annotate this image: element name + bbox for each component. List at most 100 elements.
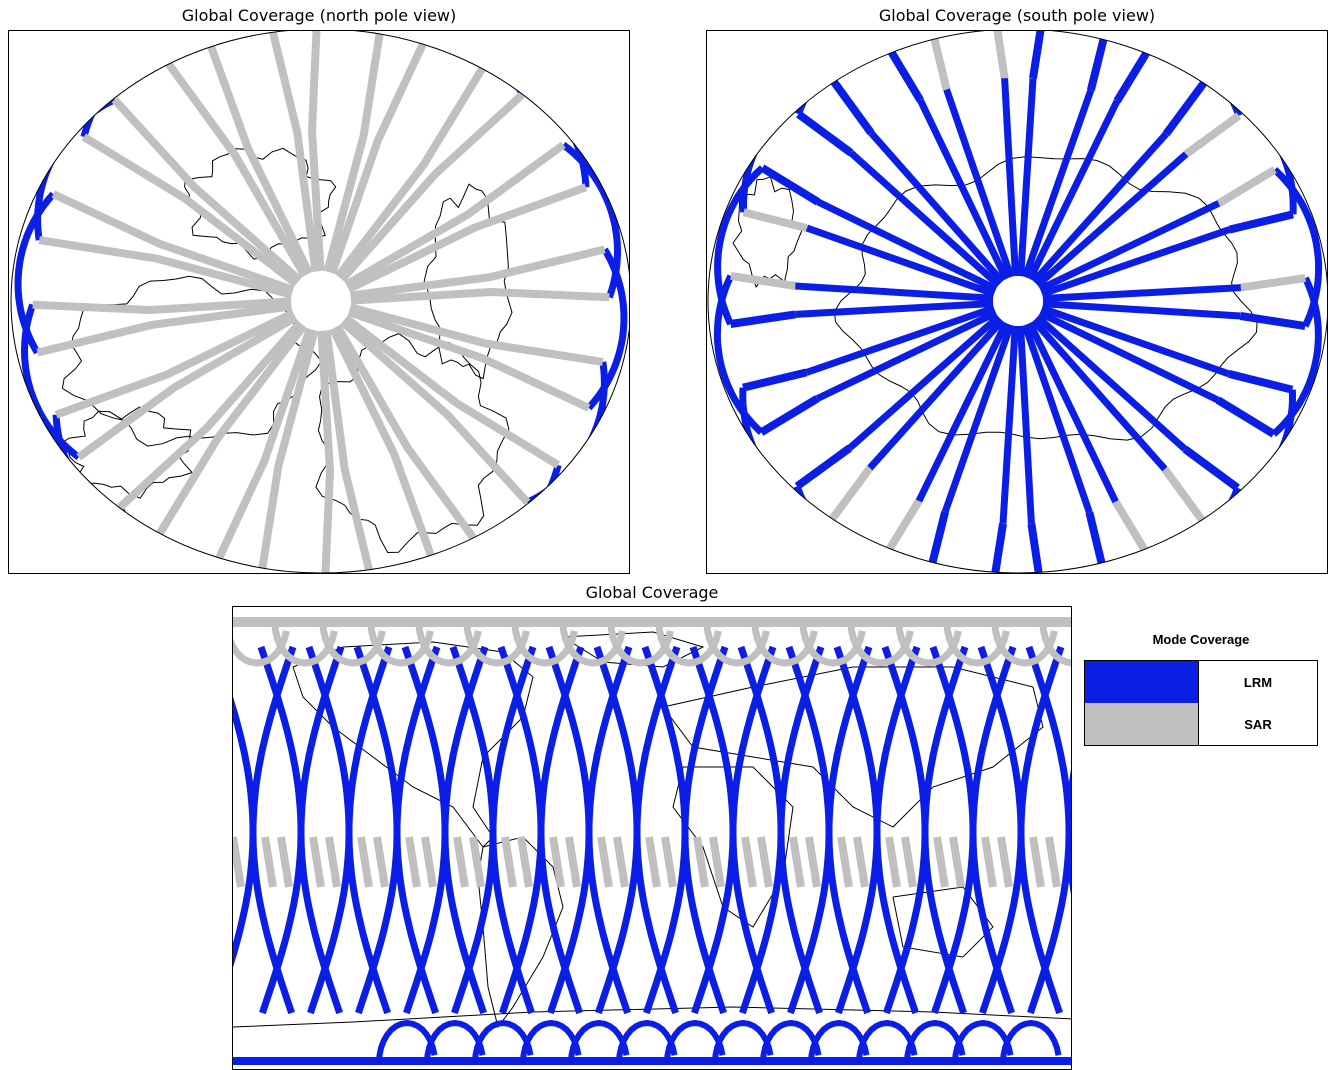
global-coast-antarctica <box>233 1006 1071 1028</box>
global-track-lrm <box>545 645 593 1015</box>
south-orbit-spoke <box>795 282 994 302</box>
legend-item-lrm: LRM <box>1085 661 1317 703</box>
north-orbit-sar <box>256 329 319 573</box>
global-track-sar <box>597 836 613 888</box>
south-orbit-leg <box>730 310 796 328</box>
global-track-sar <box>1029 836 1045 888</box>
sar-label: SAR <box>1244 716 1272 732</box>
global-track-lrm <box>729 645 777 1015</box>
south-orbit-leg <box>927 31 951 91</box>
global-track-lrm <box>585 645 633 1015</box>
global-track-sar <box>741 836 757 888</box>
south-orbit-leg <box>1228 370 1294 394</box>
north-orbit-sar <box>346 183 588 293</box>
south-orbit-arc <box>991 555 1152 573</box>
global-coast-namerica <box>292 641 534 848</box>
north-orbit-arc <box>561 142 621 299</box>
north-orbit-arc <box>267 31 431 36</box>
global-track-sar <box>309 836 325 888</box>
global-track-sar <box>885 836 901 888</box>
south-orbit-arc <box>882 554 1043 573</box>
mode-coverage-legend: Mode Coverage LRM SAR <box>1084 620 1318 746</box>
global-track-lrm <box>297 645 345 1015</box>
global-track-sar <box>565 836 581 888</box>
north-pole-map <box>8 30 630 574</box>
south-orbit-leg <box>794 444 853 490</box>
south-orbit-spoke <box>1021 88 1095 279</box>
north-orbit-sar <box>349 245 606 300</box>
global-track-lrm <box>537 645 585 1015</box>
south-map-content <box>713 31 1323 573</box>
south-orbit-leg <box>1112 499 1153 560</box>
south-orbit-spoke <box>848 150 1001 288</box>
north-orbit-sar <box>203 34 313 276</box>
global-track-sar <box>949 836 965 888</box>
global-track-lrm <box>345 645 393 1015</box>
global-track-sar <box>325 836 341 888</box>
global-track-sar <box>453 836 469 888</box>
north-orbit-sar <box>36 302 293 357</box>
north-orbit-arc <box>162 31 319 61</box>
global-arch-lrm <box>1000 1020 1062 1064</box>
global-arch-lrm <box>712 1020 774 1064</box>
lrm-swatch <box>1085 661 1199 703</box>
north-orbit-sar <box>323 31 386 273</box>
global-track-lrm <box>737 645 785 1015</box>
north-pole-map-canvas <box>10 31 629 573</box>
north-orbit-sar <box>117 319 304 511</box>
north-map-boundary <box>10 31 629 573</box>
north-orbit-sar <box>265 31 320 273</box>
south-orbit-leg <box>1182 445 1240 492</box>
south-orbit-leg <box>1113 43 1155 104</box>
north-orbit-arc <box>21 303 81 460</box>
global-track-lrm <box>689 645 737 1015</box>
global-track-sar <box>261 836 277 888</box>
global-track-sar <box>469 836 485 888</box>
global-track-lrm <box>681 645 729 1015</box>
global-track-lrm <box>249 645 297 1015</box>
south-orbit-spoke <box>1042 284 1241 302</box>
south-orbit-spoke <box>815 309 998 402</box>
global-track-sar <box>517 836 533 888</box>
global-track-sar <box>757 836 773 888</box>
north-orbit-sar <box>308 31 325 272</box>
global-coast-australia <box>892 886 994 958</box>
global-coast-eurasia <box>662 666 1044 828</box>
south-orbit-arc <box>714 165 765 326</box>
global-track-lrm <box>393 645 441 1015</box>
north-orbit-sar <box>38 236 293 299</box>
legend-item-sar: SAR <box>1085 703 1317 745</box>
global-track-lrm <box>825 645 873 1015</box>
south-orbit-arc <box>1106 31 1243 117</box>
south-orbit-spoke <box>1031 131 1169 284</box>
global-south-band-lrm <box>233 1057 1071 1065</box>
south-orbit-spoke <box>1017 325 1035 524</box>
north-orbit-sar <box>333 324 481 546</box>
south-orbit-spoke <box>1042 300 1241 320</box>
global-arch-lrm <box>856 1020 918 1064</box>
north-orbit-sar <box>210 327 314 571</box>
global-track-lrm <box>873 645 921 1015</box>
south-orbit-spoke <box>795 300 994 318</box>
global-arch-lrm <box>424 1020 486 1064</box>
global-track-sar <box>837 836 853 888</box>
south-orbit-arc <box>1202 389 1296 526</box>
global-arch-lrm <box>664 1020 726 1064</box>
north-map-content <box>14 31 628 573</box>
global-map <box>232 606 1072 1070</box>
south-orbit-leg <box>1161 466 1207 525</box>
south-orbit-spoke <box>1017 78 1037 277</box>
south-pole-map <box>706 30 1328 574</box>
south-orbit-spoke <box>1021 323 1093 514</box>
south-orbit-arc <box>795 31 932 116</box>
north-orbit-sar <box>81 133 299 288</box>
south-orbit-leg <box>991 31 1009 79</box>
global-track-lrm <box>593 645 641 1015</box>
global-track-sar <box>501 836 517 888</box>
global-track-lrm <box>921 645 969 1015</box>
north-orbit-sar <box>153 323 308 541</box>
north-orbit-arc <box>323 541 480 573</box>
south-orbit-spoke <box>805 224 996 298</box>
north-orbit-sar <box>76 313 298 461</box>
south-orbit-spoke <box>1026 99 1121 281</box>
